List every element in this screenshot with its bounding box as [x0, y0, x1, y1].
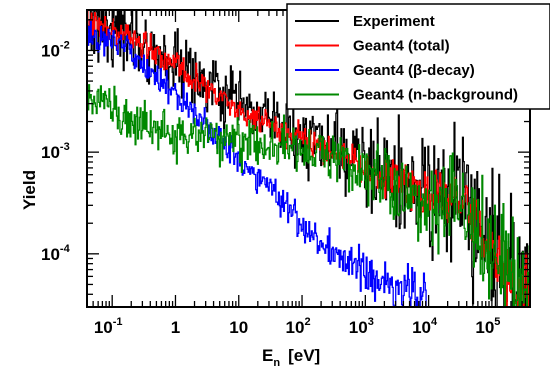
- x-tick-label: 102: [286, 316, 311, 337]
- x-tick-label-base: 10: [349, 318, 368, 337]
- x-axis-title-group: En [eV]: [262, 346, 320, 369]
- legend-label-4: Geant4 (n-background): [353, 87, 518, 104]
- legend-label-1: Experiment: [353, 13, 435, 30]
- x-tick-label-base: 10: [412, 318, 431, 337]
- x-tick-label-base: 10: [286, 318, 305, 337]
- series-line-3: [87, 20, 427, 307]
- y-tick-label: 10-2: [41, 39, 70, 60]
- series-layer: [87, 10, 530, 307]
- x-tick-label-exponent: -1: [113, 316, 123, 328]
- series-line-4: [87, 84, 530, 307]
- y-tick-label-base: 10: [41, 41, 60, 60]
- legend-label-2: Geant4 (total): [353, 38, 450, 55]
- y-tick-label: 10-4: [41, 243, 71, 264]
- x-tick-label-exponent: 3: [368, 316, 374, 328]
- x-axis-title-sub: n: [273, 357, 280, 369]
- x-tick-label: 10-1: [94, 316, 123, 337]
- x-axis-title-unit: [eV]: [288, 346, 320, 365]
- x-tick-label-exponent: 4: [431, 316, 438, 328]
- x-tick-label: 1: [171, 318, 180, 337]
- legend: Experiment Geant4 (total) Geant4 (β-decay)…: [286, 3, 550, 110]
- y-tick-label-exponent: -2: [60, 39, 70, 51]
- x-axis-title: En [eV]: [262, 346, 320, 369]
- x-tick-label: 103: [349, 316, 374, 337]
- y-tick-label-base: 10: [41, 245, 60, 264]
- x-tick-label-base: 10: [475, 318, 494, 337]
- y-axis-title-group: Yield: [20, 170, 39, 210]
- y-tick-label-exponent: -3: [60, 141, 70, 153]
- legend-items: Experiment Geant4 (total) Geant4 (β-decay)…: [295, 13, 518, 104]
- y-tick-label-base: 10: [41, 143, 60, 162]
- x-tick-label: 104: [412, 316, 438, 337]
- x-tick-label-exponent: 2: [304, 316, 310, 328]
- x-axis-title-main: E: [262, 346, 273, 365]
- y-axis-title: Yield: [20, 170, 39, 210]
- y-tick-label: 10-3: [41, 141, 70, 162]
- x-tick-label-exponent: 5: [494, 316, 500, 328]
- x-tick-label-base: 10: [94, 318, 113, 337]
- legend-label-3: Geant4 (β-decay): [353, 62, 475, 79]
- x-tick-label: 105: [475, 316, 500, 337]
- y-tick-label-exponent: -4: [60, 243, 71, 255]
- x-tick-label: 10: [229, 318, 248, 337]
